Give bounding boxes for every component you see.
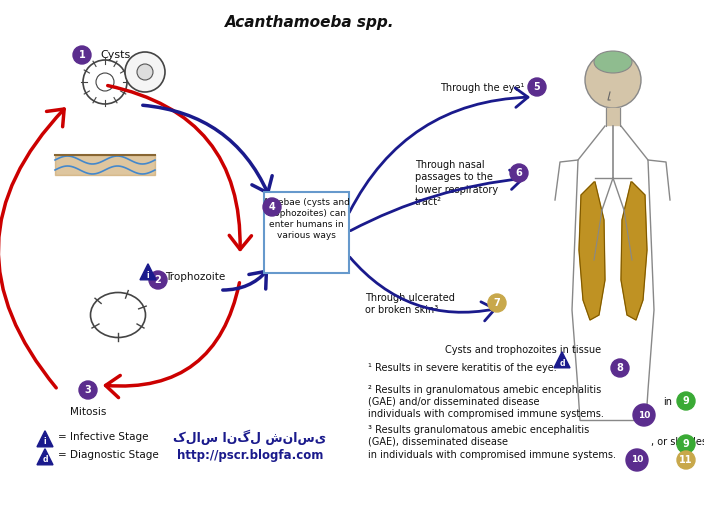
FancyArrowPatch shape — [0, 109, 64, 388]
FancyArrowPatch shape — [350, 257, 495, 321]
Text: کلاس انگل شناسی: کلاس انگل شناسی — [173, 429, 327, 445]
Text: 8: 8 — [617, 363, 624, 373]
Ellipse shape — [594, 51, 632, 73]
FancyArrowPatch shape — [106, 283, 239, 397]
Circle shape — [125, 52, 165, 92]
FancyArrowPatch shape — [349, 88, 528, 213]
Circle shape — [677, 392, 695, 410]
Text: = Diagnostic Stage: = Diagnostic Stage — [58, 450, 158, 460]
Polygon shape — [621, 182, 647, 320]
Text: Cysts: Cysts — [100, 50, 130, 60]
Text: , or skin lesions: , or skin lesions — [651, 437, 704, 447]
Text: http://pscr.blogfa.com: http://pscr.blogfa.com — [177, 449, 323, 463]
Polygon shape — [579, 182, 605, 320]
Text: in: in — [663, 397, 672, 407]
Text: 10: 10 — [638, 411, 650, 420]
Polygon shape — [554, 352, 570, 368]
Text: d: d — [42, 456, 48, 465]
FancyBboxPatch shape — [264, 192, 349, 273]
Text: 9: 9 — [683, 439, 689, 449]
Text: Through the eye¹: Through the eye¹ — [440, 83, 524, 93]
Text: = Infective Stage: = Infective Stage — [58, 432, 149, 442]
Circle shape — [677, 451, 695, 469]
Text: 9: 9 — [683, 396, 689, 406]
Text: Cysts and trophozoites in tissue: Cysts and trophozoites in tissue — [445, 345, 601, 355]
Text: Trophozoite: Trophozoite — [165, 272, 225, 282]
FancyArrowPatch shape — [143, 105, 272, 193]
Text: i: i — [146, 271, 149, 279]
Text: in individuals with compromised immune systems.: in individuals with compromised immune s… — [368, 450, 616, 460]
Text: Mitosis: Mitosis — [70, 407, 106, 417]
Text: d: d — [559, 359, 565, 368]
Text: individuals with compromised immune systems.: individuals with compromised immune syst… — [368, 409, 604, 419]
Text: 4: 4 — [269, 202, 275, 212]
Circle shape — [149, 271, 167, 289]
Circle shape — [510, 164, 528, 182]
Circle shape — [137, 64, 153, 80]
Text: Amebae (cysts and
trophozoites) can
enter humans in
various ways: Amebae (cysts and trophozoites) can ente… — [263, 198, 350, 240]
Text: ² Results in granulomatous amebic encephalitis: ² Results in granulomatous amebic enceph… — [368, 385, 601, 395]
Circle shape — [263, 198, 281, 216]
Text: (GAE), disseminated disease: (GAE), disseminated disease — [368, 437, 508, 447]
Text: 2: 2 — [155, 275, 161, 285]
Text: 1: 1 — [79, 50, 85, 60]
Polygon shape — [140, 264, 156, 280]
Text: 11: 11 — [679, 455, 693, 465]
FancyArrowPatch shape — [108, 85, 251, 249]
Text: 3: 3 — [84, 385, 92, 395]
Text: Through nasal
passages to the
lower respiratory
tract²: Through nasal passages to the lower resp… — [415, 160, 498, 207]
Circle shape — [79, 381, 97, 399]
Circle shape — [585, 52, 641, 108]
Text: 7: 7 — [494, 298, 501, 308]
Circle shape — [528, 78, 546, 96]
Text: 10: 10 — [631, 456, 643, 465]
Text: i: i — [44, 437, 46, 446]
Text: ¹ Results in severe keratitis of the eye.: ¹ Results in severe keratitis of the eye… — [368, 363, 557, 373]
Text: Through ulcerated
or broken skin³: Through ulcerated or broken skin³ — [365, 293, 455, 315]
Text: 5: 5 — [534, 82, 541, 92]
Text: Acanthamoeba spp.: Acanthamoeba spp. — [225, 15, 395, 30]
Text: 6: 6 — [515, 168, 522, 178]
Polygon shape — [37, 431, 53, 447]
Polygon shape — [37, 449, 53, 465]
Circle shape — [73, 46, 91, 64]
Circle shape — [626, 449, 648, 471]
FancyArrowPatch shape — [351, 170, 523, 231]
Circle shape — [677, 435, 695, 453]
Circle shape — [611, 359, 629, 377]
Circle shape — [488, 294, 506, 312]
FancyArrowPatch shape — [222, 271, 266, 290]
Text: ³ Results granulomatous amebic encephalitis: ³ Results granulomatous amebic encephali… — [368, 425, 589, 435]
Circle shape — [633, 404, 655, 426]
Text: (GAE) and/or disseminated disease: (GAE) and/or disseminated disease — [368, 397, 539, 407]
